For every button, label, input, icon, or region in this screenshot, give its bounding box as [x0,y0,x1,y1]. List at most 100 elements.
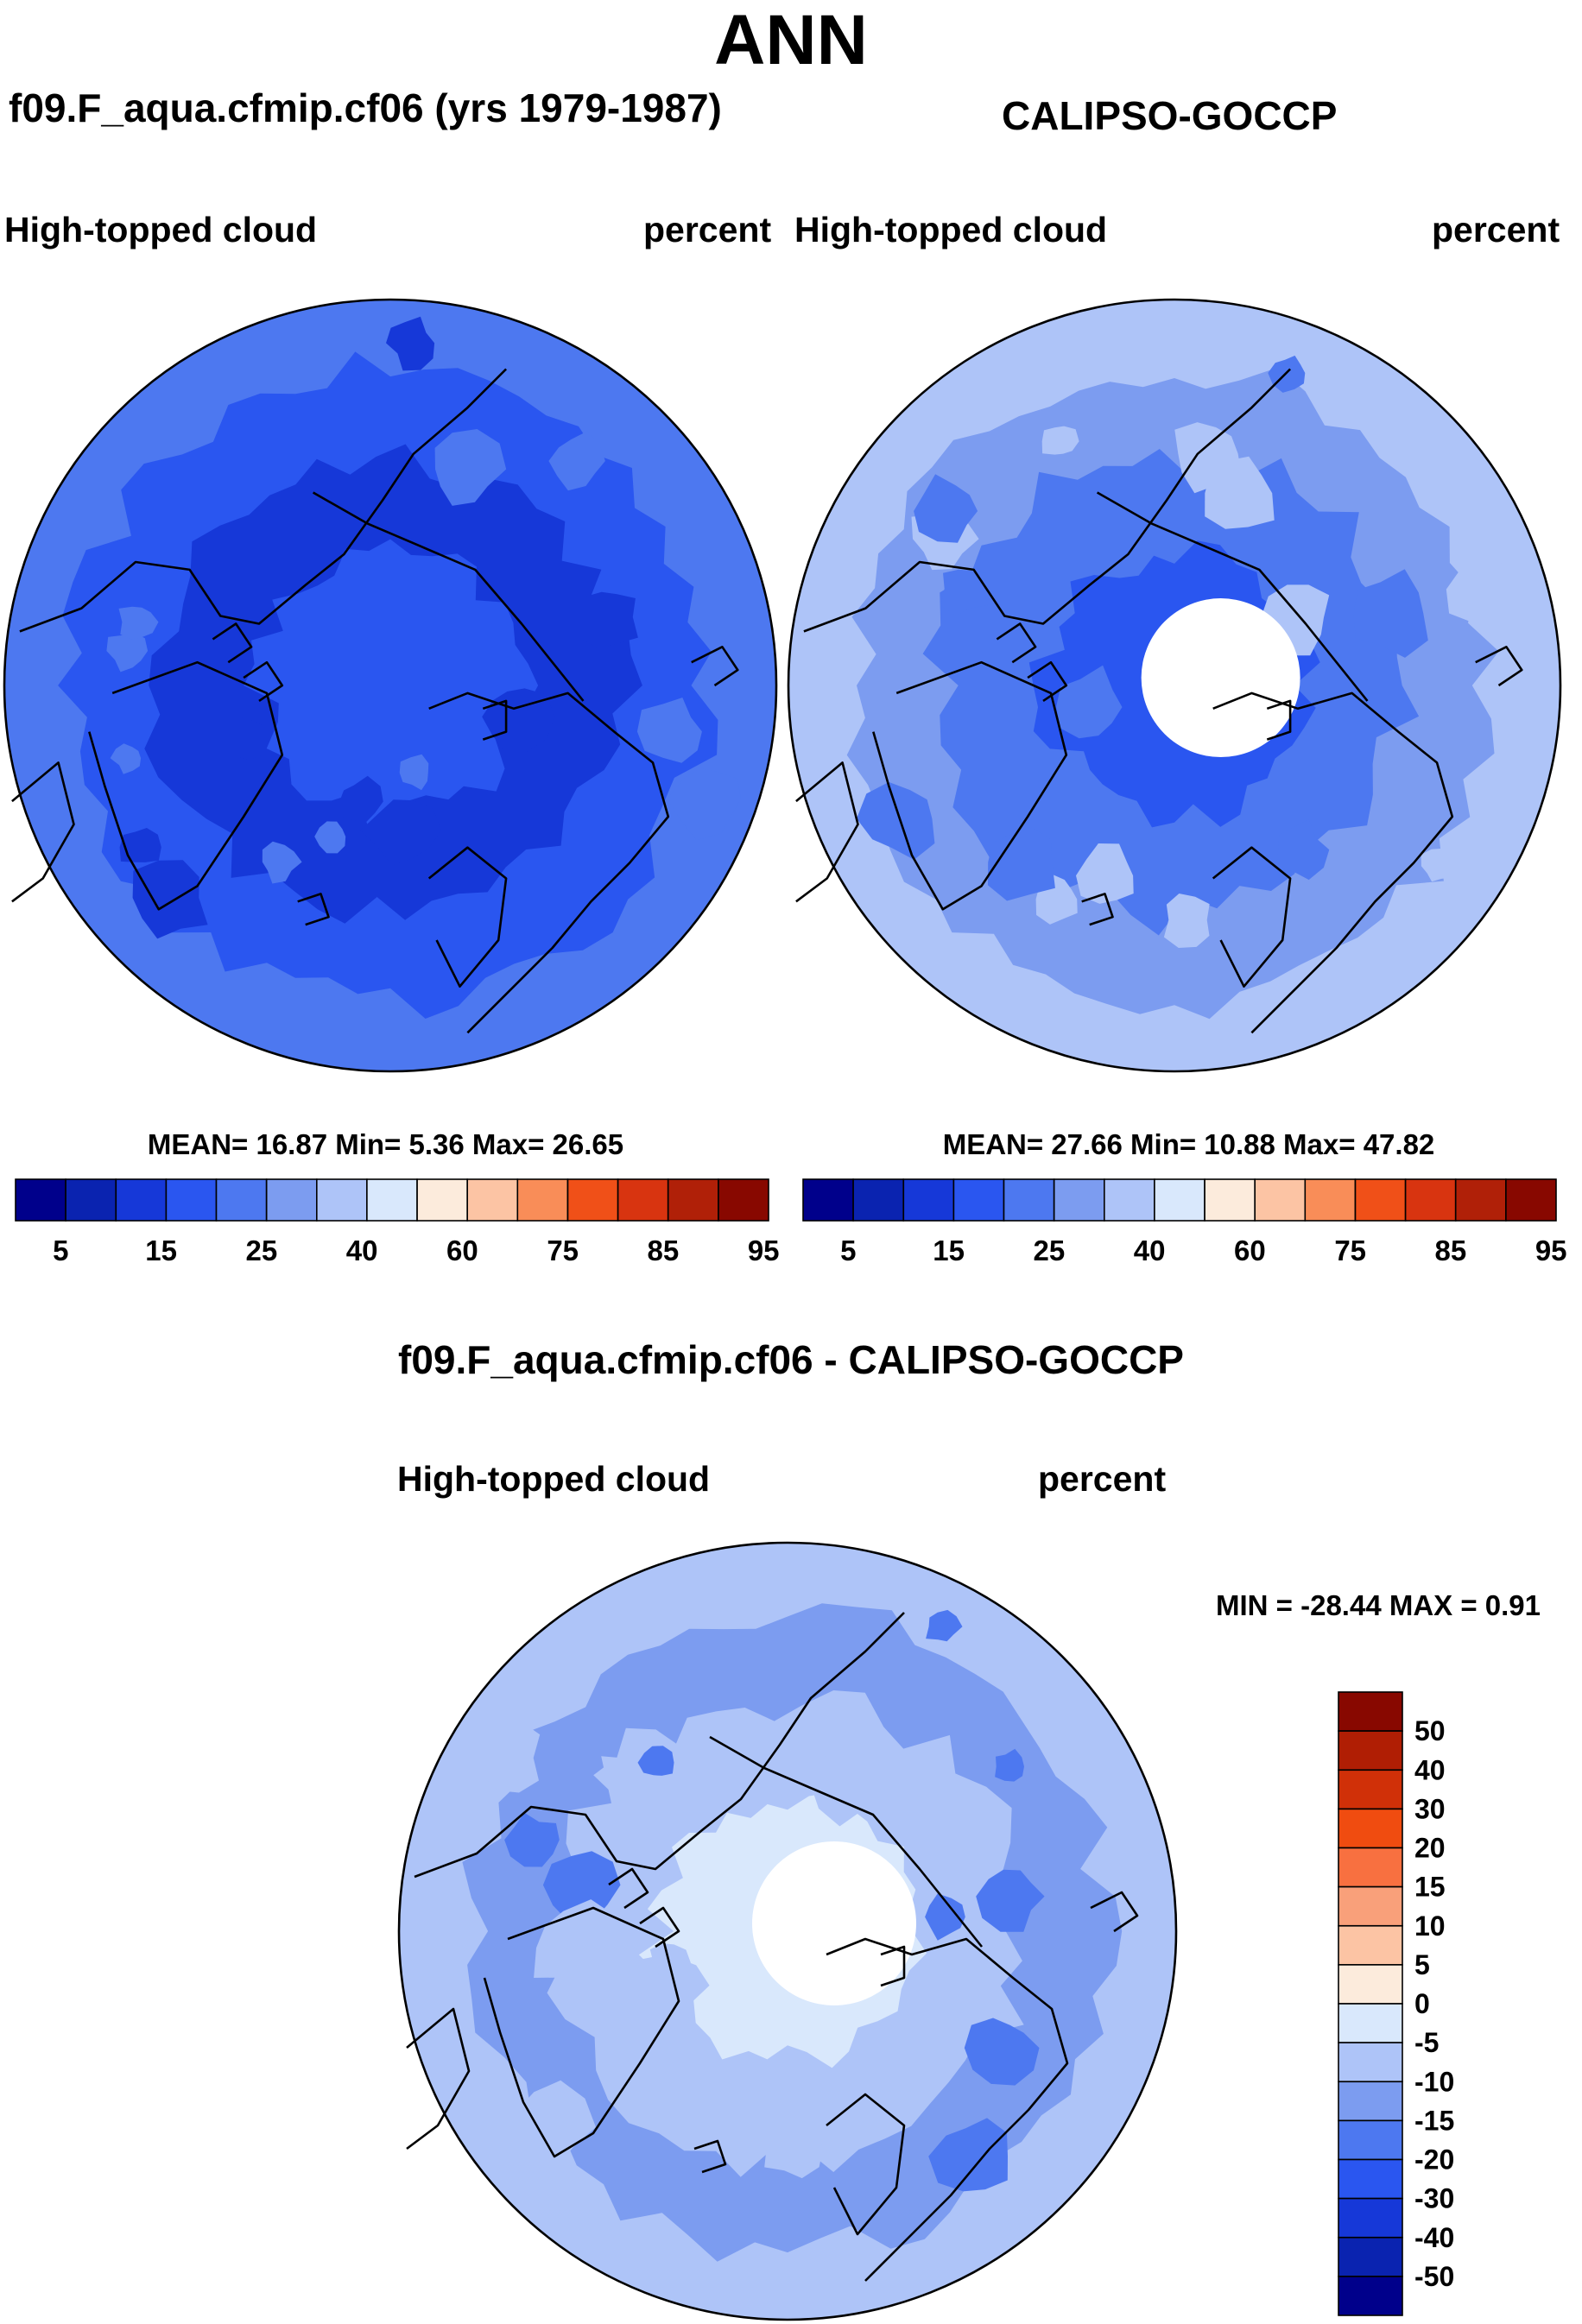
map-0-patch [106,632,149,673]
colorbar-0-tick-label: 15 [145,1235,177,1266]
colorbar-0-tick-label: 60 [446,1235,478,1266]
colorbar-0-tick-label: 25 [246,1235,278,1266]
map-0-patch [219,717,271,761]
colorbar-2-tick-label: -15 [1414,2105,1454,2136]
colorbar-0-tick-label: 40 [346,1235,378,1266]
colorbar-2-box [1338,2003,1403,2043]
map-1-coastline [1266,699,1292,741]
obs-units-label: percent [1432,210,1560,249]
map-0-patch [548,431,605,491]
map-0-coastline [11,761,75,903]
map-0-patch [399,754,429,791]
model-variable-label: High-topped cloud [4,210,318,249]
map-0-center-band [244,539,539,826]
map-2-patch [964,2018,1040,2086]
map-1-field [788,300,1560,1071]
map-2-coastline [709,1735,984,1948]
colorbar-0-box [65,1178,117,1222]
colorbar-1-tick-label: 60 [1234,1235,1266,1266]
colorbar-0-box [416,1178,469,1222]
map-2-patch [637,1746,674,1776]
colorbar-2-tick-label: 15 [1414,1872,1446,1903]
map-1-patch [988,826,1055,901]
colorbar-0-box [15,1178,66,1222]
map-1-coastline [872,660,1068,911]
colorbar-1-tick-label: 40 [1134,1235,1166,1266]
map-1-patch [914,474,978,543]
map-0-coastline [19,368,508,633]
map-0-coastline [427,846,508,988]
map-2-coastline [880,1945,906,1987]
colorbar-2-tick-label: 40 [1414,1754,1446,1785]
diff-variable-label: High-topped cloud [397,1459,711,1499]
colorbar-1-tick-label: 85 [1435,1235,1467,1266]
colorbar-1-tick-label: 25 [1034,1235,1066,1266]
map-0-patch [386,316,435,371]
colorbar-1-tick-label: 5 [840,1235,856,1266]
map-0-patch [338,775,383,823]
map-0-patch [636,698,702,763]
obs-stats: MEAN= 27.66 Min= 10.88 Max= 47.82 [942,1128,1435,1160]
colorbar-1-tick-label: 95 [1535,1235,1567,1266]
map-1-patch [1076,843,1134,904]
colorbar-1-tick-label: 75 [1334,1235,1366,1266]
map-1-patch [1261,584,1330,656]
colorbar-2-box [1338,2119,1403,2161]
colorbar-2-tick-label: -20 [1414,2144,1454,2176]
map-0-patch [110,743,142,774]
map-1-coastline [795,761,859,903]
colorbar-2-box [1338,1847,1403,1888]
colorbar-0-box [115,1178,168,1222]
colorbar-1-box [852,1178,904,1222]
colorbar-0-box [215,1178,268,1222]
map-2-patch [928,2118,1008,2192]
map-0-coastline [691,646,739,687]
map-2-coastline [608,1867,649,1910]
colorbar-2-box [1338,2158,1403,2200]
colorbar-2-tick-label: 10 [1414,1910,1446,1942]
map-2-patch [810,1740,889,1827]
colorbar-2-tick-label: 0 [1414,1988,1430,2019]
colorbar-0-box [366,1178,418,1222]
map-0-patch [667,767,741,841]
map-0-patch [360,799,442,866]
map-1-patch [1446,547,1525,629]
colorbar-2-box [1338,1925,1403,1966]
map-2-coastline [693,2139,727,2174]
colorbar-1-box [902,1178,955,1222]
colorbar-2-box [1338,1730,1403,1771]
map-1-patch [1041,426,1079,455]
colorbar-0-tick-label: 85 [648,1235,680,1266]
map-2-patch [926,1609,963,1642]
colorbar-0-box [165,1178,218,1222]
map-1-patch [857,781,935,860]
map-0-coastline [312,491,585,702]
map-0-patch [118,606,159,640]
colorbar-0-box [617,1178,669,1222]
map-1-border [787,298,1562,1073]
map-0-patch [573,591,638,649]
map-1-coastline [1096,491,1369,702]
colorbar-0-box [265,1178,318,1222]
model-units-label: percent [643,210,772,249]
map-2-patch [764,2122,824,2179]
colorbar-2-box [1338,2276,1403,2316]
map-0-patch [314,821,346,854]
map-1-coastline [1081,893,1114,926]
colorbar-1-box [1505,1178,1557,1222]
map-0-coastline [482,699,508,741]
colorbar-2-tick-label: -40 [1414,2222,1454,2253]
map-2-coastline [826,2093,906,2236]
map-2-patch [649,1943,691,1979]
map-1-patch [1163,894,1210,948]
colorbar-0-box [315,1178,368,1222]
colorbar-2-tick-label: -10 [1414,2066,1454,2097]
model-stats: MEAN= 16.87 Min= 5.36 Max= 26.65 [147,1128,624,1160]
colorbar-0-box [566,1178,619,1222]
map-2-patch [634,1955,710,2018]
colorbar-2-tick-label: 50 [1414,1715,1446,1746]
map-1-patch [1421,848,1454,882]
map-2-patch [504,1812,560,1867]
map-0-patch [262,841,302,884]
map-1-missing-cap [1141,598,1300,758]
